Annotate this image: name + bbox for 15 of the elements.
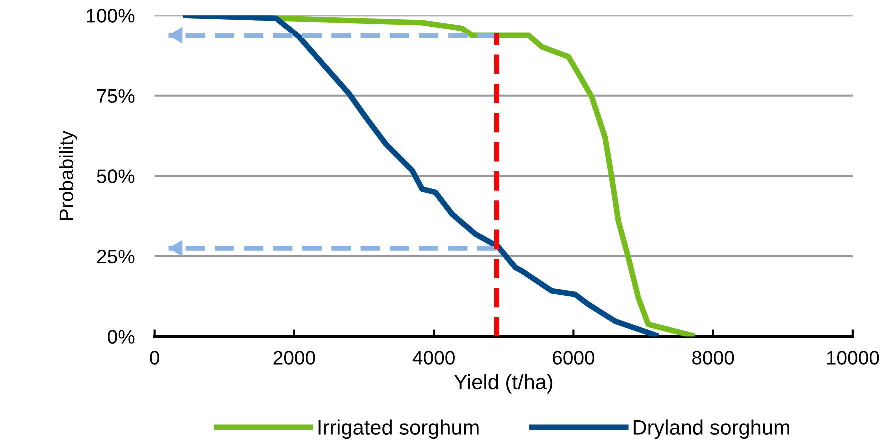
y-tick-label: 25%	[97, 250, 135, 264]
x-tick-label: 6000	[553, 351, 595, 365]
x-tick-label: 2000	[274, 351, 316, 365]
x-tick-label: 10000	[827, 351, 880, 365]
x-tick-label: 4000	[412, 351, 455, 365]
legend-label: Dryland sorghum	[634, 420, 790, 440]
x-axis-title: Yield (t/ha)	[454, 374, 553, 394]
x-tick-label: 8000	[692, 351, 734, 365]
x-tick-label: 0	[150, 351, 160, 365]
y-tick-label: 75%	[97, 89, 135, 104]
y-tick-label: 50%	[97, 170, 135, 184]
legend-label: Irrigated sorghum	[318, 420, 479, 440]
y-axis-title: Probability	[59, 130, 78, 220]
y-tick-label: 100%	[87, 9, 135, 23]
y-tick-label: 0%	[108, 330, 135, 344]
